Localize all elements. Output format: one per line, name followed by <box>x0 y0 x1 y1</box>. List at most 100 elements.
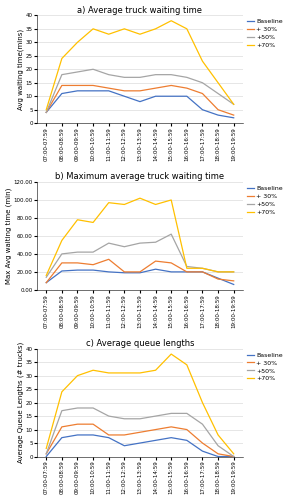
+ 30% <box>107 85 110 91</box>
+ 30% <box>45 280 48 285</box>
+70% <box>185 26 188 32</box>
+70% <box>169 18 173 24</box>
+50% <box>169 231 173 237</box>
Y-axis label: Average Queue Lengths (# trucks): Average Queue Lengths (# trucks) <box>18 342 24 463</box>
+50% <box>60 408 64 414</box>
+ 30% <box>154 258 157 264</box>
+50% <box>107 240 110 246</box>
Baseline <box>201 106 204 112</box>
+ 30% <box>138 269 142 275</box>
+50% <box>169 72 173 78</box>
Baseline <box>138 98 142 104</box>
Baseline <box>138 270 142 276</box>
+ 30% <box>91 421 95 427</box>
Baseline <box>107 88 110 94</box>
Baseline <box>60 434 64 440</box>
Baseline <box>91 88 95 94</box>
+ 30% <box>185 85 188 91</box>
+ 30% <box>138 430 142 436</box>
+70% <box>123 370 126 376</box>
+ 30% <box>123 432 126 438</box>
+50% <box>91 249 95 255</box>
Line: +70%: +70% <box>46 198 234 276</box>
+50% <box>185 410 188 416</box>
Baseline <box>123 93 126 99</box>
+ 30% <box>169 82 173 88</box>
+ 30% <box>76 260 79 266</box>
+70% <box>201 400 204 406</box>
Line: + 30%: + 30% <box>46 424 234 456</box>
Baseline <box>169 434 173 440</box>
Baseline <box>107 434 110 440</box>
+70% <box>76 217 79 223</box>
+ 30% <box>201 269 204 275</box>
Baseline <box>169 269 173 275</box>
+ 30% <box>169 424 173 430</box>
Baseline <box>138 440 142 446</box>
+50% <box>45 451 48 457</box>
+50% <box>76 69 79 75</box>
Y-axis label: Max Avg waiting time (min): Max Avg waiting time (min) <box>5 188 12 284</box>
+50% <box>216 442 220 448</box>
+50% <box>91 405 95 411</box>
+50% <box>201 80 204 86</box>
Baseline <box>154 438 157 444</box>
+70% <box>138 31 142 37</box>
+70% <box>60 389 64 395</box>
+ 30% <box>232 454 236 460</box>
+70% <box>216 80 220 86</box>
+50% <box>91 66 95 72</box>
Baseline <box>232 282 236 288</box>
Baseline <box>91 267 95 273</box>
+50% <box>123 74 126 80</box>
Baseline <box>169 93 173 99</box>
Line: Baseline: Baseline <box>46 435 234 456</box>
+50% <box>76 405 79 411</box>
Baseline <box>232 454 236 460</box>
Line: +70%: +70% <box>46 20 234 110</box>
+ 30% <box>91 82 95 88</box>
Y-axis label: Avg waiting time(mins): Avg waiting time(mins) <box>18 28 24 110</box>
Baseline <box>232 115 236 121</box>
+50% <box>154 413 157 419</box>
Baseline <box>185 438 188 444</box>
Baseline <box>216 275 220 281</box>
+ 30% <box>169 260 173 266</box>
Baseline <box>185 93 188 99</box>
+70% <box>45 272 48 278</box>
Line: +50%: +50% <box>46 234 234 278</box>
Legend: Baseline, + 30%, +50%, +70%: Baseline, + 30%, +50%, +70% <box>246 352 284 382</box>
Line: +50%: +50% <box>46 408 234 457</box>
+ 30% <box>123 269 126 275</box>
+70% <box>154 26 157 32</box>
+50% <box>169 410 173 416</box>
+50% <box>138 240 142 246</box>
+70% <box>107 31 110 37</box>
+ 30% <box>185 426 188 432</box>
+50% <box>154 239 157 245</box>
Line: Baseline: Baseline <box>46 91 234 118</box>
Line: + 30%: + 30% <box>46 260 234 282</box>
+50% <box>123 416 126 422</box>
+50% <box>107 72 110 78</box>
Title: a) Average truck waiting time: a) Average truck waiting time <box>77 6 203 15</box>
+50% <box>138 74 142 80</box>
+50% <box>60 251 64 257</box>
+50% <box>154 72 157 78</box>
+70% <box>45 446 48 452</box>
Baseline <box>76 88 79 94</box>
+ 30% <box>123 88 126 94</box>
Baseline <box>45 454 48 460</box>
+70% <box>169 351 173 357</box>
Legend: Baseline, + 30%, +50%, +70%: Baseline, + 30%, +50%, +70% <box>246 185 284 216</box>
+70% <box>123 202 126 207</box>
+ 30% <box>154 426 157 432</box>
+70% <box>232 102 236 107</box>
+50% <box>107 413 110 419</box>
+50% <box>232 454 236 460</box>
Baseline <box>123 442 126 448</box>
+ 30% <box>107 432 110 438</box>
+50% <box>138 416 142 422</box>
+70% <box>185 362 188 368</box>
+70% <box>107 200 110 205</box>
